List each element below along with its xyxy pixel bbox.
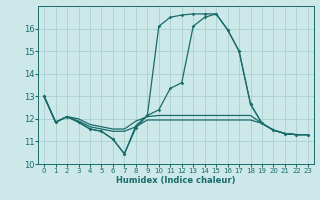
X-axis label: Humidex (Indice chaleur): Humidex (Indice chaleur) bbox=[116, 176, 236, 185]
